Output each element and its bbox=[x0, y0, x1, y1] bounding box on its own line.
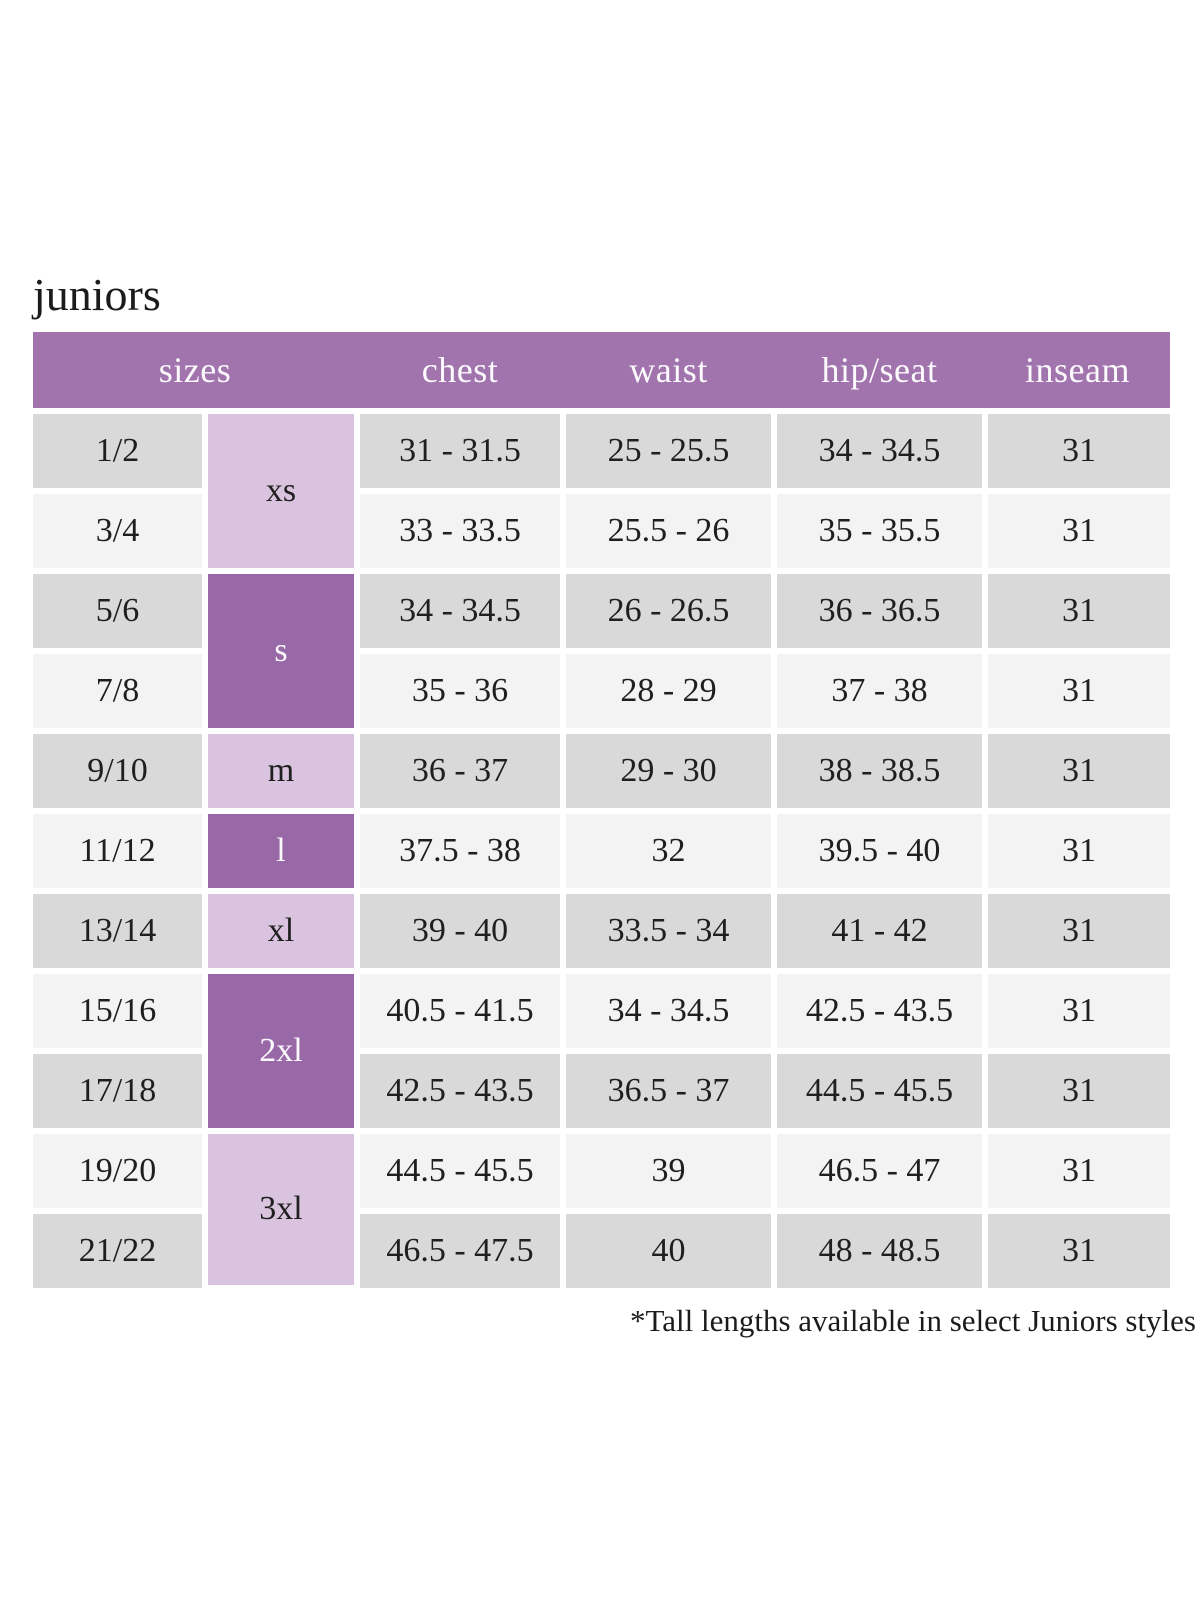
table-header: sizes chest waist hip/seat inseam bbox=[33, 331, 1170, 411]
size-group-cell: 3xl bbox=[201, 1127, 361, 1291]
waist-cell: 25.5 - 26 bbox=[560, 487, 778, 574]
table-row: 17/18 42.5 - 43.5 36.5 - 37 44.5 - 45.5 … bbox=[33, 1047, 1170, 1134]
table-row: 21/22 46.5 - 47.5 40 48 - 48.5 31 bbox=[33, 1207, 1170, 1288]
inseam-cell: 31 bbox=[982, 487, 1170, 574]
hip-seat-cell: 36 - 36.5 bbox=[771, 567, 989, 654]
chest-cell: 37.5 - 38 bbox=[354, 807, 567, 894]
waist-cell: 33.5 - 34 bbox=[560, 887, 778, 974]
header-row: sizes chest waist hip/seat inseam bbox=[33, 331, 1170, 411]
size-cell: 11/12 bbox=[33, 807, 208, 894]
inseam-cell: 31 bbox=[982, 567, 1170, 654]
size-cell: 3/4 bbox=[33, 487, 208, 574]
table-row: 11/12 l 37.5 - 38 32 39.5 - 40 31 bbox=[33, 807, 1170, 894]
waist-cell: 36.5 - 37 bbox=[560, 1047, 778, 1134]
size-group-cell: 2xl bbox=[201, 967, 361, 1134]
size-cell: 13/14 bbox=[33, 887, 208, 974]
juniors-size-chart-table: sizes chest waist hip/seat inseam 1/2 xs… bbox=[33, 331, 1170, 1291]
size-cell: 9/10 bbox=[33, 727, 208, 814]
chest-cell: 31 - 31.5 bbox=[354, 407, 567, 494]
inseam-cell: 31 bbox=[982, 727, 1170, 814]
tall-lengths-footnote: *Tall lengths available in select Junior… bbox=[629, 1302, 1196, 1338]
chest-cell: 40.5 - 41.5 bbox=[354, 967, 567, 1054]
waist-cell: 32 bbox=[560, 807, 778, 894]
size-group-cell: xs bbox=[201, 407, 361, 574]
table-row: 3/4 33 - 33.5 25.5 - 26 35 - 35.5 31 bbox=[33, 487, 1170, 574]
inseam-cell: 31 bbox=[982, 647, 1170, 734]
size-group-cell: l bbox=[201, 807, 361, 894]
chest-cell: 44.5 - 45.5 bbox=[354, 1127, 567, 1214]
waist-cell: 28 - 29 bbox=[560, 647, 778, 734]
chest-cell: 39 - 40 bbox=[354, 887, 567, 974]
header-waist: waist bbox=[563, 331, 775, 411]
hip-seat-cell: 44.5 - 45.5 bbox=[771, 1047, 989, 1134]
chest-cell: 34 - 34.5 bbox=[354, 567, 567, 654]
page-title: juniors bbox=[33, 269, 161, 320]
table-row: 19/20 3xl 44.5 - 45.5 39 46.5 - 47 31 bbox=[33, 1127, 1170, 1291]
hip-seat-cell: 48 - 48.5 bbox=[771, 1207, 989, 1288]
hip-seat-cell: 39.5 - 40 bbox=[771, 807, 989, 894]
chest-cell: 35 - 36 bbox=[354, 647, 567, 734]
waist-cell: 40 bbox=[560, 1207, 778, 1288]
table-row: 1/2 xs 31 - 31.5 25 - 25.5 34 - 34.5 31 bbox=[33, 407, 1170, 574]
header-sizes: sizes bbox=[33, 331, 358, 411]
hip-seat-cell: 38 - 38.5 bbox=[771, 727, 989, 814]
table-row: 15/16 2xl 40.5 - 41.5 34 - 34.5 42.5 - 4… bbox=[33, 967, 1170, 1134]
hip-seat-cell: 41 - 42 bbox=[771, 887, 989, 974]
chest-cell: 33 - 33.5 bbox=[354, 487, 567, 574]
size-cell: 19/20 bbox=[33, 1127, 208, 1214]
waist-cell: 26 - 26.5 bbox=[560, 567, 778, 654]
inseam-cell: 31 bbox=[982, 887, 1170, 974]
size-group-cell: m bbox=[201, 727, 361, 814]
hip-seat-cell: 37 - 38 bbox=[771, 647, 989, 734]
inseam-cell: 31 bbox=[982, 967, 1170, 1054]
size-cell: 15/16 bbox=[33, 967, 208, 1054]
hip-seat-cell: 46.5 - 47 bbox=[771, 1127, 989, 1214]
hip-seat-cell: 34 - 34.5 bbox=[771, 407, 989, 494]
hip-seat-cell: 35 - 35.5 bbox=[771, 487, 989, 574]
header-inseam: inseam bbox=[985, 331, 1170, 411]
header-hip-seat: hip/seat bbox=[774, 331, 986, 411]
chest-cell: 42.5 - 43.5 bbox=[354, 1047, 567, 1134]
chest-cell: 46.5 - 47.5 bbox=[354, 1207, 567, 1288]
size-group-cell: xl bbox=[201, 887, 361, 974]
size-cell: 17/18 bbox=[33, 1047, 208, 1134]
table-row: 7/8 35 - 36 28 - 29 37 - 38 31 bbox=[33, 647, 1170, 734]
inseam-cell: 31 bbox=[982, 1127, 1170, 1214]
table-row: 5/6 s 34 - 34.5 26 - 26.5 36 - 36.5 31 bbox=[33, 567, 1170, 734]
waist-cell: 29 - 30 bbox=[560, 727, 778, 814]
table-row: 9/10 m 36 - 37 29 - 30 38 - 38.5 31 bbox=[33, 727, 1170, 814]
waist-cell: 39 bbox=[560, 1127, 778, 1214]
waist-cell: 34 - 34.5 bbox=[560, 967, 778, 1054]
size-cell: 21/22 bbox=[33, 1207, 208, 1288]
table-body: 1/2 xs 31 - 31.5 25 - 25.5 34 - 34.5 31 … bbox=[33, 407, 1170, 1291]
size-cell: 7/8 bbox=[33, 647, 208, 734]
size-group-cell: s bbox=[201, 567, 361, 734]
chest-cell: 36 - 37 bbox=[354, 727, 567, 814]
inseam-cell: 31 bbox=[982, 1207, 1170, 1288]
hip-seat-cell: 42.5 - 43.5 bbox=[771, 967, 989, 1054]
inseam-cell: 31 bbox=[982, 807, 1170, 894]
inseam-cell: 31 bbox=[982, 407, 1170, 494]
inseam-cell: 31 bbox=[982, 1047, 1170, 1134]
header-chest: chest bbox=[357, 331, 564, 411]
waist-cell: 25 - 25.5 bbox=[560, 407, 778, 494]
size-chart-page: juniors sizes chest waist hip/seat insea… bbox=[33, 269, 1196, 1338]
size-cell: 5/6 bbox=[33, 567, 208, 654]
table-row: 13/14 xl 39 - 40 33.5 - 34 41 - 42 31 bbox=[33, 887, 1170, 974]
size-cell: 1/2 bbox=[33, 407, 208, 494]
